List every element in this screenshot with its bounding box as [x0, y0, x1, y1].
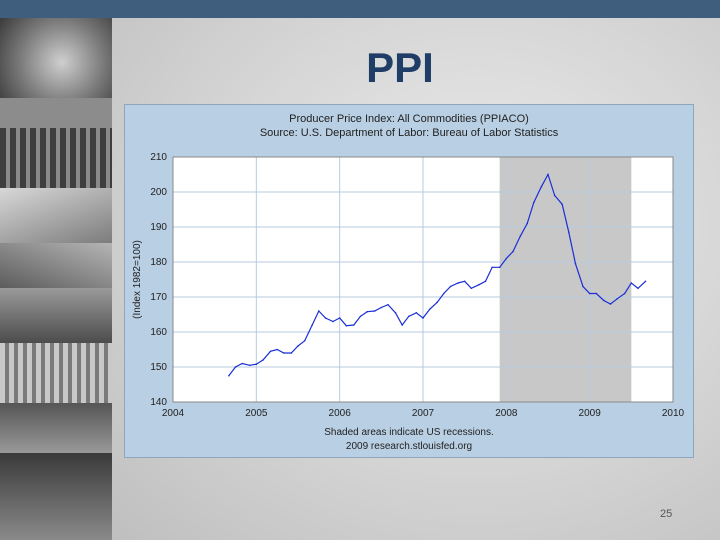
data-point — [644, 280, 647, 283]
workers-image — [0, 288, 112, 344]
data-point — [512, 250, 514, 253]
sale-storefront-image — [0, 453, 112, 540]
data-point — [582, 285, 584, 288]
recession-footnote: Shaded areas indicate US recessions. — [324, 427, 494, 438]
data-point — [478, 283, 480, 286]
data-point — [276, 348, 278, 351]
data-point — [574, 262, 577, 265]
data-point — [609, 303, 612, 305]
x-tick-label: 2009 — [579, 408, 602, 419]
data-point — [338, 317, 341, 319]
y-tick-label: 150 — [150, 362, 167, 373]
data-point — [262, 359, 264, 361]
data-point — [553, 194, 556, 197]
data-point — [568, 231, 570, 234]
y-tick-label: 170 — [150, 292, 167, 303]
data-point — [324, 317, 327, 319]
page-number: 25 — [660, 508, 673, 520]
data-point — [318, 310, 320, 312]
data-point — [595, 292, 598, 295]
street-image — [0, 403, 112, 454]
data-point — [408, 315, 410, 318]
data-point — [470, 287, 473, 290]
data-point — [380, 306, 383, 309]
shipping-containers-image — [0, 128, 112, 189]
currency-image — [0, 188, 112, 244]
data-point — [359, 315, 362, 318]
data-point — [394, 311, 397, 314]
y-tick-label: 160 — [150, 327, 167, 338]
data-point — [428, 308, 431, 311]
federal-building-image — [0, 343, 112, 404]
data-point — [443, 292, 445, 295]
data-point — [630, 282, 633, 284]
x-tick-label: 2010 — [662, 408, 685, 419]
data-point — [436, 301, 438, 304]
ppi-chart: Producer Price Index: All Commodities (P… — [124, 104, 694, 458]
y-tick-label: 140 — [150, 397, 167, 408]
x-tick-label: 2008 — [495, 408, 518, 419]
x-tick-label: 2004 — [162, 408, 185, 419]
data-point — [283, 352, 285, 354]
data-point — [387, 303, 389, 306]
chart-title: Producer Price Index: All Commodities (P… — [289, 113, 529, 125]
chart-subtitle: Source: U.S. Department of Labor: Bureau… — [259, 127, 559, 139]
source-footnote: 2009 research.stlouisfed.org — [345, 441, 473, 452]
data-point — [519, 234, 522, 237]
y-tick-label: 200 — [150, 187, 167, 198]
globe-image — [0, 18, 112, 99]
data-point — [373, 310, 376, 312]
data-point — [637, 287, 639, 290]
recession-shade — [499, 157, 632, 402]
data-point — [457, 282, 459, 284]
data-point — [303, 339, 306, 342]
data-point — [449, 285, 452, 288]
data-point — [255, 363, 258, 366]
data-point — [505, 257, 508, 260]
data-point — [498, 266, 501, 269]
data-point — [234, 366, 237, 368]
decorative-photo-strip — [0, 18, 112, 540]
data-point — [401, 324, 403, 326]
industrial-image — [0, 243, 112, 289]
x-tick-label: 2006 — [329, 408, 352, 419]
data-point — [623, 292, 626, 295]
slide-title: PPI — [366, 44, 434, 91]
data-point — [484, 280, 487, 283]
data-point — [353, 324, 355, 326]
plot-border — [172, 156, 674, 403]
data-point — [561, 203, 563, 206]
data-point — [241, 362, 243, 365]
data-point — [422, 317, 424, 319]
data-point — [463, 280, 466, 283]
x-tick-label: 2007 — [412, 408, 435, 419]
top-banner — [0, 0, 720, 18]
x-tick-label: 2005 — [245, 408, 268, 419]
data-point — [345, 324, 348, 327]
y-tick-label: 190 — [150, 222, 167, 233]
y-tick-label: 180 — [150, 257, 167, 268]
data-point — [415, 311, 418, 314]
data-point — [603, 299, 605, 302]
y-axis-label: (Index 1982=100) — [132, 240, 143, 319]
data-point — [228, 374, 230, 377]
data-point — [366, 310, 368, 313]
data-point — [290, 352, 293, 354]
data-point — [491, 266, 493, 269]
data-point — [526, 222, 528, 225]
chart-plot: 140 150 160 170 180 190 200 210 2004 2005 2006 2007… — [132, 152, 685, 419]
data-point — [540, 185, 543, 188]
data-point — [533, 201, 535, 204]
y-tick-label: 210 — [150, 152, 167, 163]
data-point — [332, 320, 334, 323]
data-point — [248, 364, 251, 367]
data-point — [269, 350, 272, 353]
data-point — [588, 292, 591, 295]
data-point — [311, 324, 313, 326]
data-point — [616, 297, 618, 300]
data-point — [547, 173, 549, 176]
data-point — [297, 345, 299, 347]
wall-street-sign-image — [0, 98, 112, 129]
